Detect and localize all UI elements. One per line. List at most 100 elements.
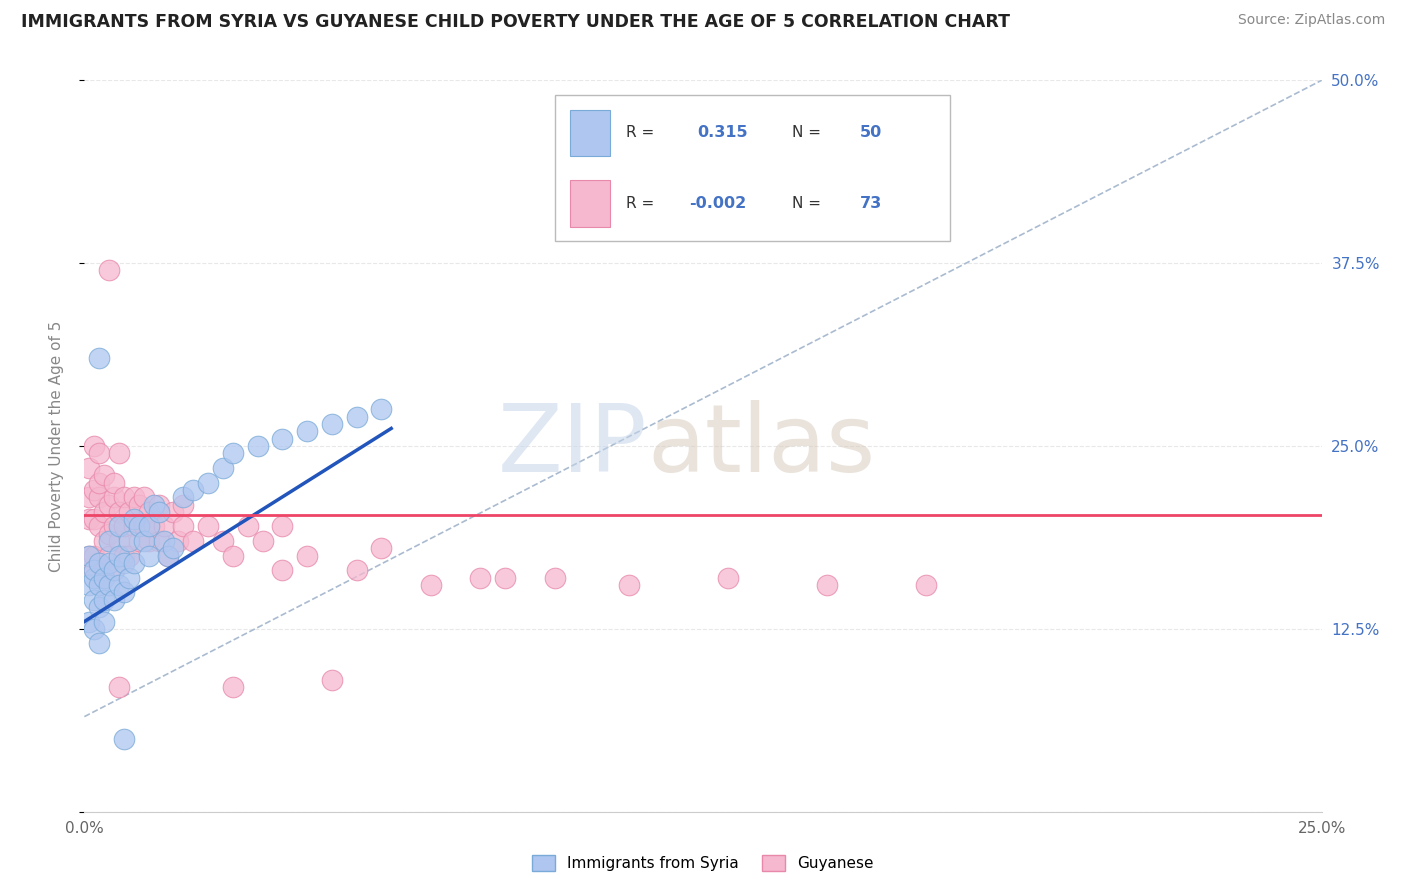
Point <box>89 490 111 504</box>
Point <box>152 534 174 549</box>
Point <box>89 351 111 366</box>
Point <box>98 526 121 541</box>
Point <box>103 475 125 490</box>
Point <box>89 636 111 650</box>
Point <box>271 519 294 533</box>
Text: ZIP: ZIP <box>498 400 647 492</box>
Text: IMMIGRANTS FROM SYRIA VS GUYANESE CHILD POVERTY UNDER THE AGE OF 5 CORRELATION C: IMMIGRANTS FROM SYRIA VS GUYANESE CHILD … <box>21 13 1010 31</box>
Point <box>108 446 131 460</box>
Point <box>321 673 343 687</box>
Point <box>112 556 135 570</box>
Point <box>197 519 219 533</box>
Point <box>112 731 135 746</box>
Point <box>118 571 141 585</box>
Point <box>172 519 194 533</box>
Point <box>103 592 125 607</box>
Point <box>157 549 180 563</box>
Point <box>83 563 105 577</box>
Point <box>128 498 150 512</box>
Point <box>246 439 269 453</box>
Point <box>118 534 141 549</box>
Point <box>132 534 155 549</box>
Point <box>83 592 105 607</box>
Point <box>252 534 274 549</box>
Point <box>122 519 145 533</box>
Point <box>346 563 368 577</box>
Point <box>83 549 105 563</box>
Point <box>370 541 392 556</box>
Point <box>89 556 111 570</box>
Point <box>419 578 441 592</box>
Point <box>132 519 155 533</box>
Point <box>138 534 160 549</box>
Point <box>89 556 111 570</box>
Point <box>108 578 131 592</box>
Point <box>89 578 111 592</box>
Point <box>83 439 105 453</box>
Point <box>89 475 111 490</box>
Point <box>108 681 131 695</box>
Point <box>914 578 936 592</box>
Point <box>83 483 105 497</box>
Point <box>98 549 121 563</box>
Point <box>103 490 125 504</box>
Point <box>93 592 115 607</box>
Point <box>98 534 121 549</box>
Point <box>98 578 121 592</box>
Point <box>93 563 115 577</box>
Point <box>617 578 640 592</box>
Point <box>103 563 125 577</box>
Text: Source: ZipAtlas.com: Source: ZipAtlas.com <box>1237 13 1385 28</box>
Point <box>112 549 135 563</box>
Point <box>212 461 235 475</box>
Text: atlas: atlas <box>647 400 876 492</box>
Point <box>112 519 135 533</box>
Point <box>470 571 492 585</box>
Point <box>128 519 150 533</box>
Point <box>108 549 131 563</box>
Point <box>142 498 165 512</box>
Point <box>172 498 194 512</box>
Point <box>222 446 245 460</box>
Point <box>181 483 204 497</box>
Point <box>89 446 111 460</box>
Point <box>79 461 101 475</box>
Point <box>79 615 101 629</box>
Point <box>79 490 101 504</box>
Point <box>89 599 111 614</box>
Point <box>112 585 135 599</box>
Point <box>93 571 115 585</box>
Point <box>162 505 184 519</box>
Point <box>93 505 115 519</box>
Point <box>128 534 150 549</box>
Point <box>494 571 516 585</box>
Y-axis label: Child Poverty Under the Age of 5: Child Poverty Under the Age of 5 <box>49 320 63 572</box>
Point <box>543 571 565 585</box>
Point <box>93 534 115 549</box>
Point <box>83 622 105 636</box>
Point <box>93 615 115 629</box>
Point <box>108 519 131 533</box>
Point <box>138 519 160 533</box>
Point <box>321 417 343 431</box>
Point <box>295 549 318 563</box>
Point <box>83 512 105 526</box>
Point <box>162 541 184 556</box>
Point <box>212 534 235 549</box>
Point <box>717 571 740 585</box>
Point <box>181 534 204 549</box>
Point <box>118 505 141 519</box>
Point <box>93 468 115 483</box>
Point <box>79 549 101 563</box>
Point <box>112 490 135 504</box>
Point <box>89 519 111 533</box>
Point <box>79 549 101 563</box>
Point <box>222 549 245 563</box>
Point <box>142 519 165 533</box>
Point <box>103 563 125 577</box>
Point <box>98 498 121 512</box>
Point <box>148 534 170 549</box>
Point <box>815 578 838 592</box>
Point <box>167 534 190 549</box>
Point <box>148 505 170 519</box>
